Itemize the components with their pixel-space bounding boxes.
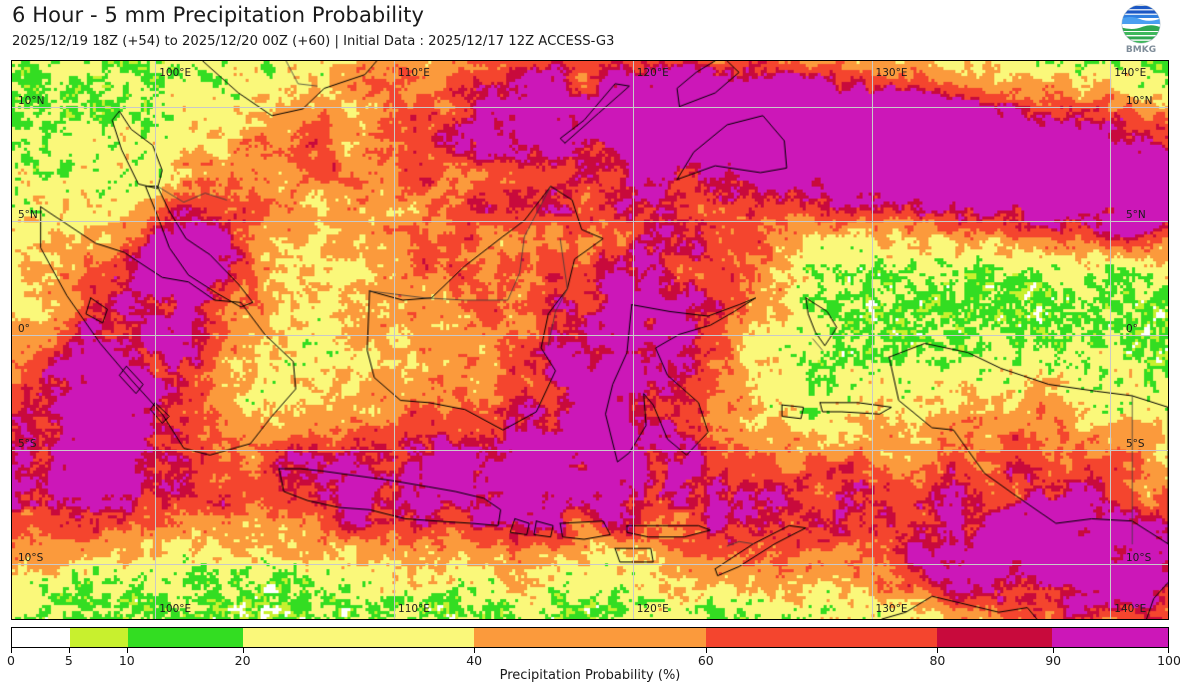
colorbar-segment	[69, 628, 128, 647]
colorbar-tick	[126, 648, 128, 653]
colorbar-ticklabel: 100	[1157, 653, 1180, 668]
colorbar-tick	[68, 648, 70, 653]
colorbar-ticklabel: 5	[64, 653, 73, 668]
colorbar-ticklabel: 0	[7, 653, 15, 668]
colorbar-ticklabel: 40	[466, 653, 483, 668]
colorbar-tick	[705, 648, 707, 653]
colorbar-ticklabel: 10	[118, 653, 135, 668]
colorbar-ticklabel: 20	[234, 653, 251, 668]
colorbar-ticklabel: 80	[929, 653, 946, 668]
colorbar-ticks	[11, 648, 1169, 654]
colorbar-segment	[474, 628, 706, 647]
colorbar-tick	[11, 648, 12, 653]
colorbar-ticklabel: 90	[1045, 653, 1062, 668]
colorbar-ticklabel: 60	[697, 653, 714, 668]
bmkg-logo-text: BMKG	[1126, 45, 1156, 54]
chart-header: 6 Hour - 5 mm Precipitation Probability …	[0, 0, 1180, 58]
colorbar-tick	[937, 648, 939, 653]
colorbar-segment	[127, 628, 244, 647]
page-title: 6 Hour - 5 mm Precipitation Probability	[12, 3, 425, 27]
colorbar-tick	[1168, 648, 1169, 653]
colorbar-tick	[1053, 648, 1055, 653]
colorbar-tick	[242, 648, 244, 653]
colorbar-segment	[936, 628, 1053, 647]
page-subtitle: 2025/12/19 18Z (+54) to 2025/12/20 00Z (…	[12, 34, 615, 49]
map-raster	[12, 61, 1168, 619]
bmkg-logo-icon: BMKG	[1110, 2, 1172, 54]
colorbar-tick	[474, 648, 476, 653]
colorbar-title: Precipitation Probability (%)	[499, 668, 681, 683]
colorbar-segment	[705, 628, 937, 647]
colorbar	[11, 627, 1169, 648]
precipitation-probability-map[interactable]: 100°E 100°E 110°E 110°E 120°E 120°E 130°E 130°E…	[11, 60, 1169, 620]
colorbar-segment	[12, 628, 70, 647]
colorbar-segment	[1052, 628, 1168, 647]
colorbar-segment	[243, 628, 475, 647]
